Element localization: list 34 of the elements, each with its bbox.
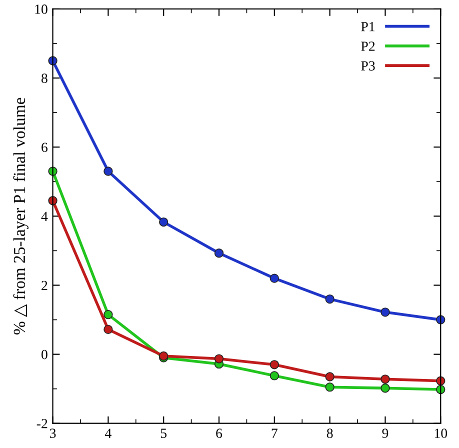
y-axis-title: % △ from 25-layer P1 final volume: [13, 98, 28, 334]
point: [380, 308, 390, 317]
y-tick-label: -2: [36, 418, 48, 428]
point: [159, 217, 168, 227]
y-tick-label: 6: [42, 142, 48, 152]
point: [380, 384, 390, 393]
legend-label: P3: [361, 61, 375, 71]
x-tick-label: 7: [272, 428, 278, 438]
point: [104, 324, 113, 334]
point: [214, 248, 224, 258]
x-tick-label: 6: [216, 428, 222, 438]
point: [380, 374, 390, 384]
point: [325, 372, 334, 382]
y-tick-label: 10: [35, 4, 48, 14]
point: [325, 382, 334, 392]
y-tick-label: 0: [42, 350, 48, 360]
x-tick-label: 3: [50, 428, 56, 438]
x-tick-label: 5: [160, 428, 167, 438]
point: [104, 166, 113, 176]
point: [270, 274, 280, 283]
x-tick-label: 4: [104, 428, 112, 438]
x-tick-label: 10: [434, 428, 448, 438]
y-tick-label: 4: [41, 212, 48, 221]
point: [270, 360, 280, 370]
legend-label: P2: [361, 42, 375, 51]
point: [325, 294, 334, 304]
legend-label: P1: [361, 22, 375, 32]
x-tick-label: 9: [382, 428, 388, 438]
point: [214, 354, 224, 364]
y-tick-label: 8: [42, 74, 48, 83]
point: [270, 371, 280, 380]
point: [104, 310, 113, 320]
x-tick-label: 8: [326, 428, 333, 438]
y-tick-label: 2: [42, 280, 48, 290]
